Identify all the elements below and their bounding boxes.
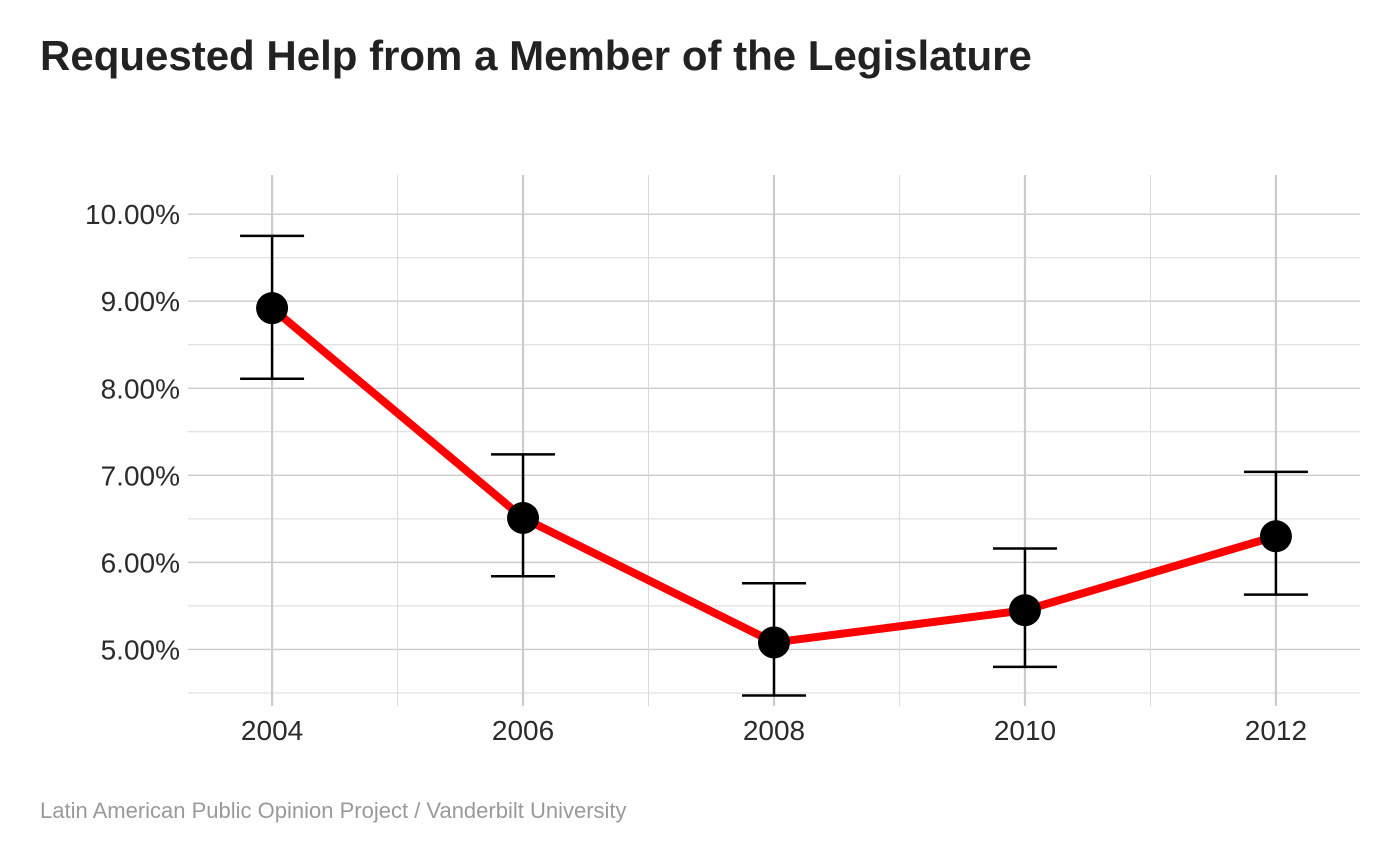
data-point xyxy=(256,292,289,325)
y-tick-label: 7.00% xyxy=(101,460,180,491)
data-point xyxy=(507,501,540,534)
y-tick-label: 5.00% xyxy=(101,634,180,665)
y-tick-label: 10.00% xyxy=(85,199,180,230)
y-tick-label: 9.00% xyxy=(101,286,180,317)
y-tick-label: 8.00% xyxy=(101,373,180,404)
data-point xyxy=(1259,520,1292,553)
x-axis-ticks: 2004 2006 2008 2010 2012 xyxy=(241,715,1307,746)
x-tick-label: 2004 xyxy=(241,715,303,746)
data-point xyxy=(1008,594,1041,627)
y-axis-ticks: 5.00% 6.00% 7.00% 8.00% 9.00% 10.00% xyxy=(85,199,180,665)
data-points xyxy=(256,292,1292,659)
error-bars xyxy=(240,234,1308,697)
data-point xyxy=(758,626,790,659)
x-tick-label: 2012 xyxy=(1245,715,1307,746)
y-tick-label: 6.00% xyxy=(101,547,180,578)
x-tick-label: 2008 xyxy=(743,715,805,746)
source-caption: Latin American Public Opinion Project / … xyxy=(40,798,627,823)
chart-title: Requested Help from a Member of the Legi… xyxy=(40,32,1032,79)
x-tick-label: 2010 xyxy=(994,715,1056,746)
x-tick-label: 2006 xyxy=(492,715,554,746)
